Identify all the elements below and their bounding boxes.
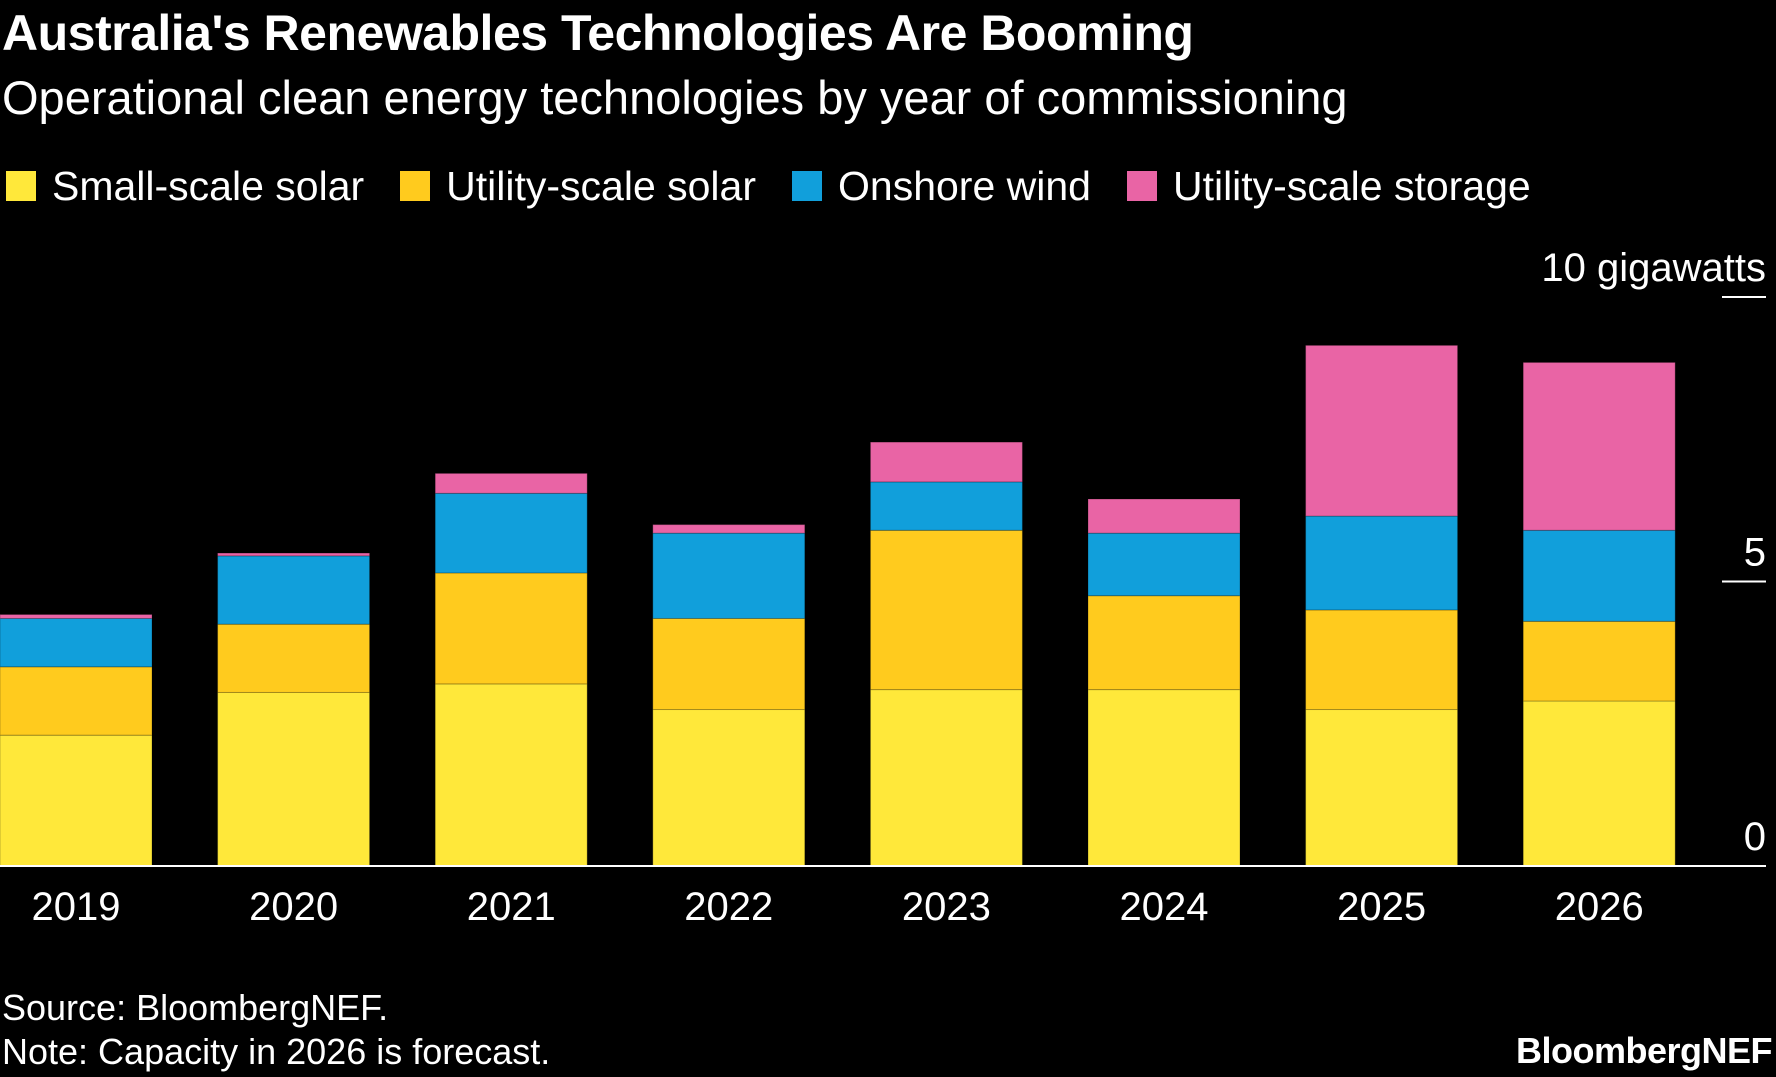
x-tick-label-2026: 2026 [1555,885,1644,929]
legend-swatch-small-scale-solar [6,171,36,201]
legend-swatch-utility-scale-storage [1126,171,1157,201]
bar-2024-utility-scale-storage [1087,498,1241,534]
x-tick-label-2025: 2025 [1337,885,1426,929]
x-tick-label-2022: 2022 [684,885,773,929]
source-text: Source: BloombergNEF. [2,987,389,1028]
chart-title: Australia's Renewables Technologies Are … [2,5,1194,61]
bar-2023-onshore-wind [869,481,1023,531]
y-tick-label-0: 0 [1744,815,1766,859]
bar-2019-utility-scale-solar [0,666,153,736]
bar-2023-utility-scale-storage [869,441,1023,483]
bar-2023-small-scale-solar [869,689,1023,867]
legend: Small-scale solar Utility-scale solar On… [6,160,1567,212]
stacked-bar-chart: 2019 2020 2021 2022 2023 2024 2025 2026 0 5 10 gig… [0,246,1766,929]
legend-label-small-scale-solar: Small-scale solar [52,162,365,209]
legend-item-onshore-wind: Onshore wind [792,163,1091,210]
bar-2022-onshore-wind [652,532,806,619]
bar-2021-onshore-wind [434,492,588,574]
legend-item-small-scale-solar: Small-scale solar [6,163,364,210]
legend-label-utility-scale-solar: Utility-scale solar [446,162,756,209]
bar-2026-utility-scale-solar [1522,620,1676,702]
bar-2024-onshore-wind [1087,532,1241,597]
bar-2025-utility-scale-storage [1305,344,1459,517]
legend-swatch-utility-scale-solar [400,171,431,201]
source-notes: Source: BloombergNEF. Note: Capacity in … [2,986,550,1074]
bar-2019-utility-scale-storage [0,614,153,619]
legend-item-utility-scale-storage: Utility-scale storage [1126,162,1531,210]
legend-label-onshore-wind: Onshore wind [838,162,1091,209]
bar-2022-small-scale-solar [652,709,806,867]
x-tick-label-2021: 2021 [467,885,556,929]
chart-subtitle: Operational clean energy technologies by… [2,71,1348,124]
y-tick-label-10: 10 gigawatts [1541,246,1766,290]
bloombergnef-logo: BloombergNEF [1515,1030,1773,1071]
bar-2023-utility-scale-solar [869,529,1023,691]
bar-2019-small-scale-solar [0,734,153,867]
bar-2026-small-scale-solar [1522,700,1676,867]
x-tick-label-2023: 2023 [902,885,991,929]
bar-2020-onshore-wind [217,555,371,625]
x-tick-label-2024: 2024 [1120,885,1209,929]
bar-2022-utility-scale-solar [652,617,806,711]
bar-2022-utility-scale-storage [652,524,806,534]
bar-2021-small-scale-solar [434,683,588,867]
bar-2020-small-scale-solar [217,691,371,867]
bar-2026-utility-scale-storage [1522,361,1676,531]
bar-2025-onshore-wind [1305,515,1459,611]
bar-2021-utility-scale-solar [434,572,588,685]
bar-2026-onshore-wind [1522,529,1676,622]
legend-item-utility-scale-solar: Utility-scale solar [400,163,756,210]
x-tick-label-2020: 2020 [249,885,338,929]
bar-2025-utility-scale-solar [1305,609,1459,711]
bar-2025-small-scale-solar [1305,709,1459,867]
legend-swatch-onshore-wind [792,171,822,201]
bar-2019-onshore-wind [0,617,153,668]
bar-2020-utility-scale-storage [217,552,371,557]
bar-2024-utility-scale-solar [1087,595,1241,691]
note-text: Note: Capacity in 2026 is forecast. [2,1031,551,1072]
legend-label-utility-scale-storage: Utility-scale storage [1172,162,1531,209]
bar-2024-small-scale-solar [1087,689,1241,867]
y-tick-label-5: 5 [1744,531,1766,575]
bar-2020-utility-scale-solar [217,623,371,693]
bar-2021-utility-scale-storage [434,472,588,494]
x-tick-label-2019: 2019 [32,885,121,929]
